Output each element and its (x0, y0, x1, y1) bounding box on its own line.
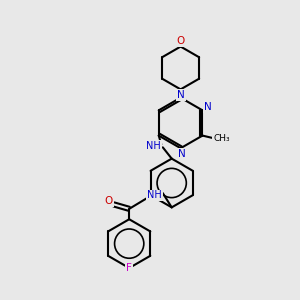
Text: O: O (104, 196, 112, 206)
Text: CH₃: CH₃ (213, 134, 230, 143)
Text: N: N (204, 102, 212, 112)
Text: N: N (178, 148, 186, 159)
Text: NH: NH (147, 190, 162, 200)
Text: F: F (126, 263, 132, 273)
Text: O: O (176, 36, 185, 46)
Text: NH: NH (146, 141, 161, 151)
Text: N: N (177, 90, 184, 100)
